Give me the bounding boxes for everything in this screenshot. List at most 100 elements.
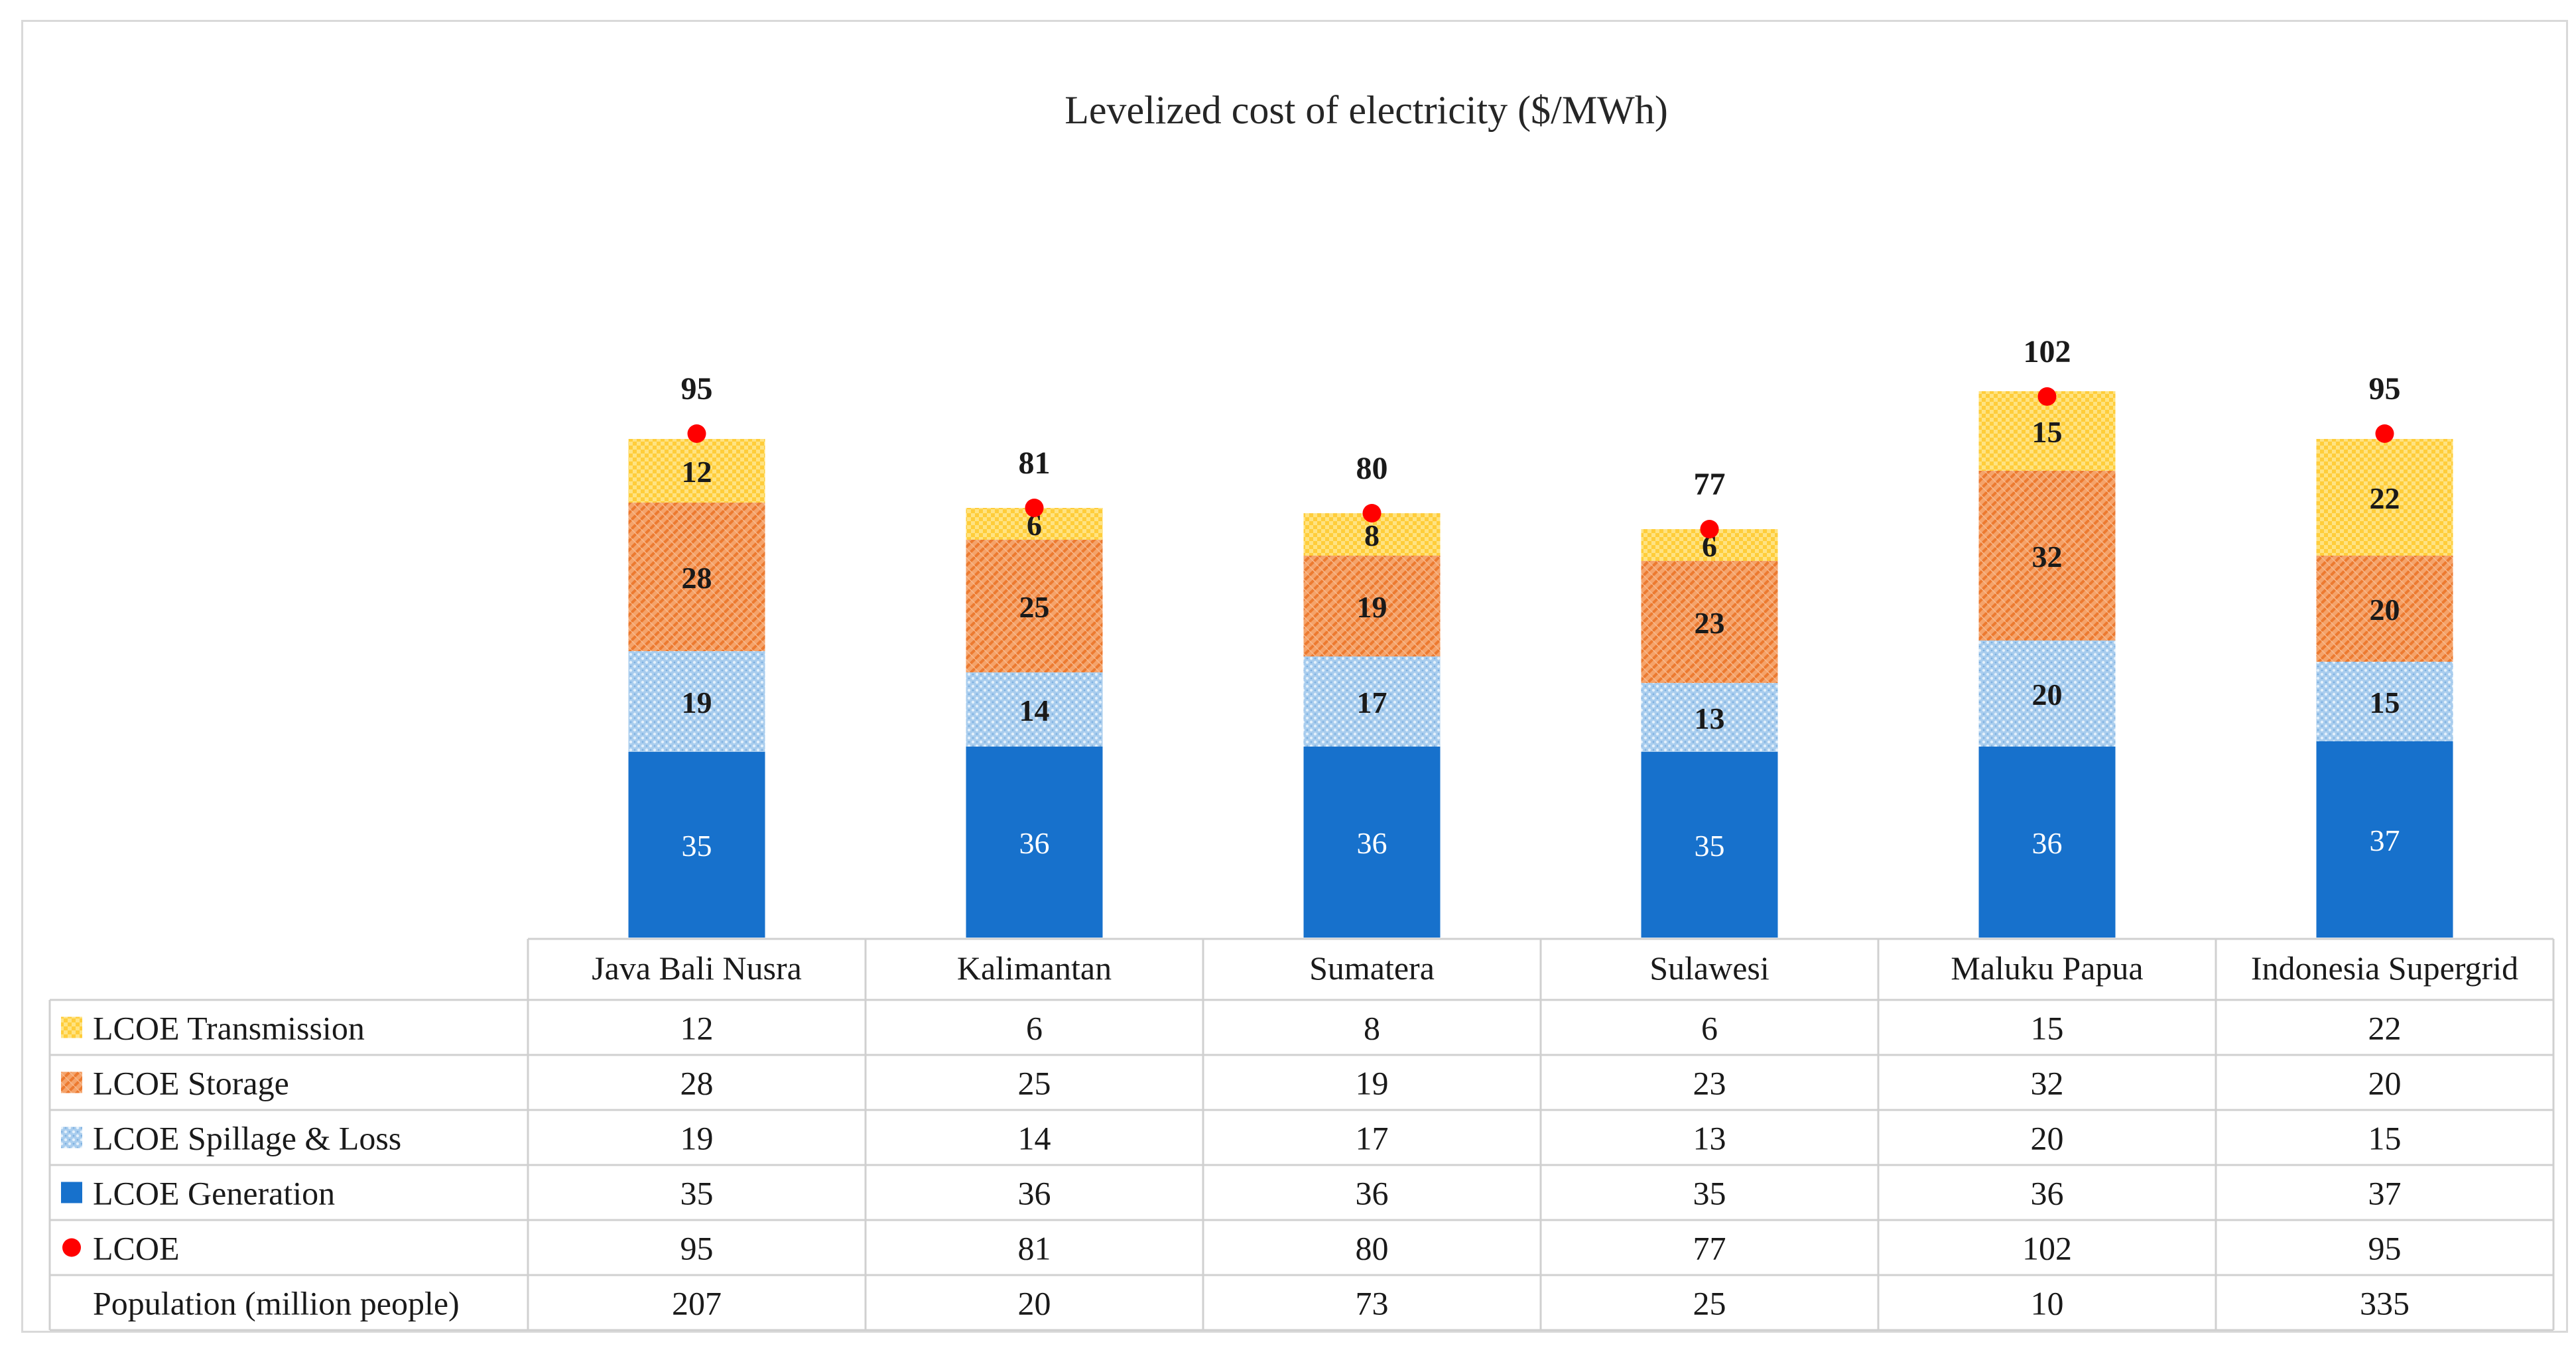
bar-lcoe-transmission-java-bali-nusra	[628, 439, 765, 503]
lcoe-label-kalimantan: 81	[1019, 446, 1051, 481]
legend-key-lcoe-generation	[61, 1182, 82, 1203]
bar-lcoe-generation-sumatera	[1303, 747, 1441, 938]
cell-lcoe-storage-sulawesi: 23	[1693, 1065, 1726, 1102]
cell-lcoe-spillage-loss-indonesia-supergrid: 15	[2368, 1120, 2402, 1157]
data-label-lcoe-spillage-loss-indonesia-supergrid: 15	[2370, 686, 2400, 719]
data-label-lcoe-spillage-loss-maluku-papua: 20	[2032, 678, 2063, 711]
category-label-indonesia-supergrid: Indonesia Supergrid	[2251, 950, 2518, 987]
bar-lcoe-generation-indonesia-supergrid	[2316, 741, 2453, 938]
bar-lcoe-generation-sulawesi	[1641, 752, 1778, 938]
bar-lcoe-generation-kalimantan	[966, 747, 1103, 938]
data-label-lcoe-storage-kalimantan: 25	[1019, 590, 1050, 624]
lcoe-point-java-bali-nusra	[687, 424, 706, 443]
bar-lcoe-transmission-indonesia-supergrid	[2316, 439, 2453, 556]
lcoe-label-sumatera: 80	[1356, 451, 1388, 486]
cell-lcoe-transmission-maluku-papua: 15	[2031, 1010, 2064, 1047]
cell-lcoe-spillage-loss-maluku-papua: 20	[2031, 1120, 2064, 1157]
cell-lcoe-spillage-loss-java-bali-nusra: 19	[680, 1120, 714, 1157]
cell-lcoe-transmission-sumatera: 8	[1364, 1010, 1380, 1047]
category-label-sumatera: Sumatera	[1309, 950, 1435, 987]
cell-lcoe-transmission-indonesia-supergrid: 22	[2368, 1010, 2402, 1047]
row-label-lcoe-generation: LCOE Generation	[93, 1175, 335, 1212]
cell-lcoe-sulawesi: 77	[1693, 1230, 1726, 1267]
category-label-kalimantan: Kalimantan	[957, 950, 1112, 987]
cell-population-million-people-kalimantan: 20	[1018, 1285, 1051, 1322]
legend-key-lcoe-storage	[61, 1072, 82, 1093]
cell-lcoe-transmission-kalimantan: 6	[1026, 1010, 1043, 1047]
data-label-lcoe-transmission-indonesia-supergrid: 22	[2370, 481, 2400, 515]
lcoe-point-maluku-papua	[2037, 387, 2057, 406]
data-label-lcoe-transmission-java-bali-nusra: 12	[682, 455, 712, 489]
lcoe-point-indonesia-supergrid	[2375, 424, 2394, 443]
data-label-lcoe-generation-sumatera: 36	[1357, 826, 1387, 860]
cell-lcoe-spillage-loss-sumatera: 17	[1356, 1120, 1389, 1157]
data-label-lcoe-transmission-sumatera: 8	[1364, 519, 1380, 552]
cell-lcoe-kalimantan: 81	[1018, 1230, 1051, 1267]
cell-lcoe-indonesia-supergrid: 95	[2368, 1230, 2402, 1267]
bar-lcoe-storage-sumatera	[1303, 556, 1441, 656]
cell-lcoe-java-bali-nusra: 95	[680, 1230, 714, 1267]
data-label-lcoe-spillage-loss-sumatera: 17	[1357, 686, 1387, 719]
cell-lcoe-spillage-loss-sulawesi: 13	[1693, 1120, 1726, 1157]
row-label-lcoe-spillage-loss: LCOE Spillage & Loss	[93, 1120, 401, 1157]
data-label-lcoe-generation-kalimantan: 36	[1019, 826, 1050, 860]
bar-lcoe-storage-maluku-papua	[1978, 471, 2116, 641]
data-label-lcoe-storage-sulawesi: 23	[1695, 606, 1725, 640]
cell-lcoe-generation-indonesia-supergrid: 37	[2368, 1175, 2402, 1212]
cell-lcoe-spillage-loss-kalimantan: 14	[1018, 1120, 1051, 1157]
bar-lcoe-generation-java-bali-nusra	[628, 752, 765, 938]
chart-title: Levelized cost of electricity ($/MWh)	[1064, 88, 1668, 132]
category-label-java-bali-nusra: Java Bali Nusra	[592, 950, 802, 987]
row-label-lcoe: LCOE	[93, 1230, 180, 1267]
data-label-lcoe-spillage-loss-kalimantan: 14	[1019, 694, 1050, 727]
chart-frame	[21, 20, 2568, 1333]
category-label-maluku-papua: Maluku Papua	[1951, 950, 2143, 987]
lcoe-point-sulawesi	[1700, 520, 1719, 538]
lcoe-point-kalimantan	[1025, 499, 1044, 517]
cell-lcoe-generation-maluku-papua: 36	[2031, 1175, 2064, 1212]
legend-key-lcoe	[62, 1238, 81, 1257]
bar-lcoe-storage-kalimantan	[966, 540, 1103, 672]
lcoe-label-maluku-papua: 102	[2024, 334, 2071, 369]
row-label-population-million-people: Population (million people)	[93, 1285, 460, 1322]
cell-lcoe-generation-kalimantan: 36	[1018, 1175, 1051, 1212]
bar-lcoe-storage-indonesia-supergrid	[2316, 556, 2453, 662]
data-label-lcoe-generation-sulawesi: 35	[1695, 829, 1725, 863]
data-label-lcoe-generation-indonesia-supergrid: 37	[2370, 824, 2400, 857]
legend-key-lcoe-spillage-loss	[61, 1127, 82, 1148]
bar-lcoe-generation-maluku-papua	[1978, 747, 2116, 938]
lcoe-label-sulawesi: 77	[1694, 467, 1726, 502]
cell-population-million-people-maluku-papua: 10	[2031, 1285, 2064, 1322]
bar-lcoe-storage-java-bali-nusra	[628, 503, 765, 651]
category-label-sulawesi: Sulawesi	[1649, 950, 1770, 987]
bar-lcoe-storage-sulawesi	[1641, 561, 1778, 683]
data-label-lcoe-spillage-loss-java-bali-nusra: 19	[682, 686, 712, 719]
data-label-lcoe-transmission-maluku-papua: 15	[2032, 415, 2063, 449]
data-label-lcoe-storage-indonesia-supergrid: 20	[2370, 593, 2400, 627]
cell-population-million-people-sumatera: 73	[1356, 1285, 1389, 1322]
cell-lcoe-storage-java-bali-nusra: 28	[680, 1065, 714, 1102]
data-label-lcoe-storage-sumatera: 19	[1357, 590, 1387, 624]
cell-lcoe-generation-sumatera: 36	[1356, 1175, 1389, 1212]
cell-population-million-people-java-bali-nusra: 207	[672, 1285, 722, 1322]
bar-lcoe-spillage-loss-sulawesi	[1641, 683, 1778, 752]
data-label-lcoe-storage-maluku-papua: 32	[2032, 540, 2063, 574]
bar-lcoe-spillage-loss-maluku-papua	[1978, 641, 2116, 747]
row-label-lcoe-transmission: LCOE Transmission	[93, 1010, 365, 1047]
cell-lcoe-storage-maluku-papua: 32	[2031, 1065, 2064, 1102]
bar-lcoe-spillage-loss-kalimantan	[966, 672, 1103, 747]
cell-lcoe-storage-kalimantan: 25	[1018, 1065, 1051, 1102]
data-label-lcoe-spillage-loss-sulawesi: 13	[1695, 702, 1725, 735]
cell-lcoe-maluku-papua: 102	[2022, 1230, 2072, 1267]
cell-lcoe-transmission-sulawesi: 6	[1701, 1010, 1718, 1047]
cell-lcoe-storage-sumatera: 19	[1356, 1065, 1389, 1102]
legend-key-lcoe-transmission	[61, 1016, 82, 1038]
row-label-lcoe-storage: LCOE Storage	[93, 1065, 289, 1102]
bar-lcoe-spillage-loss-java-bali-nusra	[628, 651, 765, 752]
cell-population-million-people-indonesia-supergrid: 335	[2360, 1285, 2410, 1322]
lcoe-label-java-bali-nusra: 95	[681, 371, 713, 406]
cell-population-million-people-sulawesi: 25	[1693, 1285, 1726, 1322]
cell-lcoe-sumatera: 80	[1356, 1230, 1389, 1267]
data-label-lcoe-storage-java-bali-nusra: 28	[682, 561, 712, 595]
data-label-lcoe-generation-maluku-papua: 36	[2032, 826, 2063, 860]
